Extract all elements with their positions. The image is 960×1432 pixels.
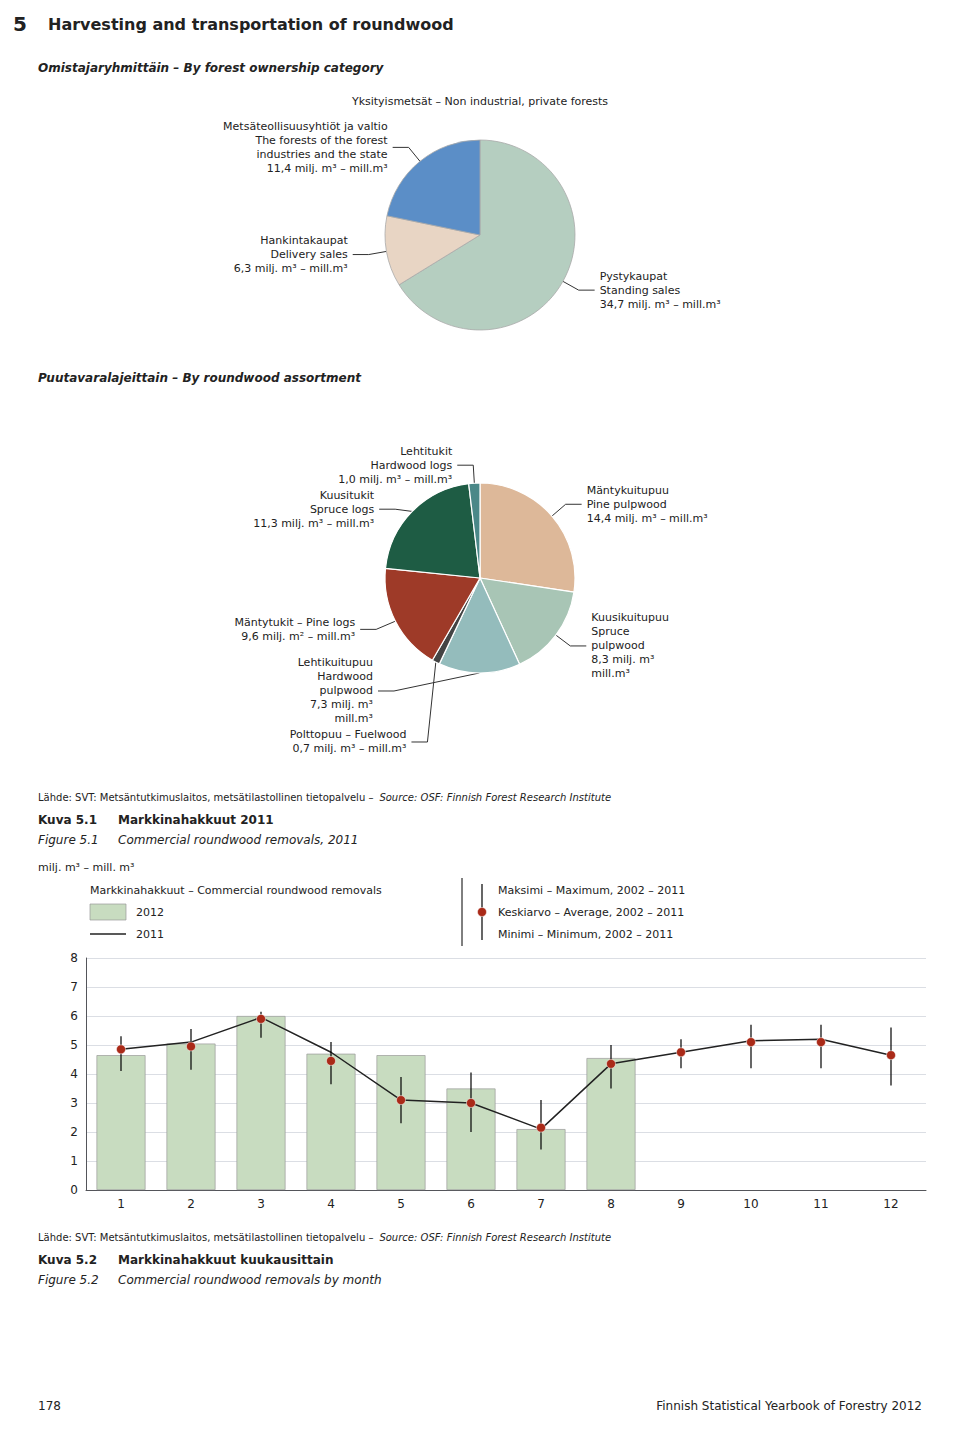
svg-text:0,7 milj. m³ – mill.m³: 0,7 milj. m³ – mill.m³	[292, 742, 406, 755]
svg-text:1: 1	[117, 1197, 125, 1211]
svg-text:Spruce logs: Spruce logs	[310, 503, 375, 516]
svg-text:11,4 milj. m³ – mill.m³: 11,4 milj. m³ – mill.m³	[267, 162, 388, 175]
svg-text:4: 4	[70, 1067, 78, 1081]
svg-text:Commercial roundwood removals: Commercial roundwood removals by month	[118, 1273, 382, 1287]
svg-text:1: 1	[70, 1154, 78, 1168]
svg-text:Lehtikuitupuu: Lehtikuitupuu	[298, 656, 373, 669]
svg-text:Omistajaryhmittäin – By forest: Omistajaryhmittäin – By forest ownership…	[38, 61, 385, 75]
svg-text:5: 5	[70, 1038, 78, 1052]
svg-text:milj. m³ – mill. m³: milj. m³ – mill. m³	[38, 861, 135, 874]
svg-text:Source: OSF: Finnish Forest Re: Source: OSF: Finnish Forest Research Ins…	[379, 792, 611, 803]
svg-text:Mäntytukit – Pine logs: Mäntytukit – Pine logs	[234, 616, 355, 629]
svg-text:Lähde: SVT: Metsäntutkimuslait: Lähde: SVT: Metsäntutkimuslaitos, metsät…	[38, 792, 373, 803]
svg-text:10: 10	[743, 1197, 758, 1211]
svg-text:7,3 milj. m³: 7,3 milj. m³	[310, 698, 373, 711]
svg-text:5: 5	[397, 1197, 405, 1211]
svg-text:9,6 milj. m² – mill.m³: 9,6 milj. m² – mill.m³	[241, 630, 355, 643]
svg-text:3: 3	[257, 1197, 265, 1211]
svg-text:Keskiarvo – Average, 2002 – 20: Keskiarvo – Average, 2002 – 2011	[498, 906, 684, 919]
svg-text:12: 12	[883, 1197, 898, 1211]
svg-text:0: 0	[70, 1183, 78, 1197]
svg-text:Lähde: SVT: Metsäntutkimuslait: Lähde: SVT: Metsäntutkimuslaitos, metsät…	[38, 1232, 373, 1243]
svg-text:Puutavaralajeittain – By round: Puutavaralajeittain – By roundwood assor…	[38, 371, 362, 385]
svg-text:Markkinahakkuut kuukausittain: Markkinahakkuut kuukausittain	[118, 1253, 333, 1267]
svg-text:4: 4	[327, 1197, 335, 1211]
svg-text:Lehtitukit: Lehtitukit	[400, 445, 453, 458]
svg-text:7: 7	[537, 1197, 545, 1211]
svg-text:Kuusikuitupuu: Kuusikuitupuu	[591, 611, 669, 624]
svg-text:Hankintakaupat: Hankintakaupat	[260, 234, 348, 247]
svg-text:Kuva 5.1: Kuva 5.1	[38, 813, 97, 827]
svg-text:Standing sales: Standing sales	[600, 284, 681, 297]
svg-text:Markkinahakkuut 2011: Markkinahakkuut 2011	[118, 813, 274, 827]
svg-text:Figure 5.2: Figure 5.2	[38, 1273, 99, 1287]
svg-text:Delivery sales: Delivery sales	[271, 248, 348, 261]
svg-text:6: 6	[467, 1197, 475, 1211]
svg-text:Hardwood logs: Hardwood logs	[370, 459, 452, 472]
svg-text:7: 7	[70, 980, 78, 994]
svg-text:Markkinahakkuut – Commercial r: Markkinahakkuut – Commercial roundwood r…	[90, 884, 382, 897]
svg-text:Source: OSF: Finnish Forest Re: Source: OSF: Finnish Forest Research Ins…	[379, 1232, 611, 1243]
svg-text:8: 8	[70, 951, 78, 965]
svg-text:Finnish Statistical Yearbook o: Finnish Statistical Yearbook of Forestry…	[656, 1399, 922, 1413]
svg-text:industries and the state: industries and the state	[256, 148, 387, 161]
svg-text:34,7 milj. m³ – mill.m³: 34,7 milj. m³ – mill.m³	[600, 298, 721, 311]
svg-text:11: 11	[813, 1197, 828, 1211]
svg-text:11,3 milj. m³ – mill.m³: 11,3 milj. m³ – mill.m³	[253, 517, 374, 530]
svg-text:2: 2	[187, 1197, 195, 1211]
svg-text:8,3 milj. m³: 8,3 milj. m³	[591, 653, 654, 666]
svg-text:Maksimi – Maximum, 2002 – 2011: Maksimi – Maximum, 2002 – 2011	[498, 884, 685, 897]
svg-text:Kuva 5.2: Kuva 5.2	[38, 1253, 97, 1267]
svg-text:5: 5	[13, 12, 27, 36]
svg-text:The forests of the forest: The forests of the forest	[254, 134, 388, 147]
svg-text:6: 6	[70, 1009, 78, 1023]
svg-text:9: 9	[677, 1197, 685, 1211]
svg-text:mill.m³: mill.m³	[591, 667, 630, 680]
svg-text:Mäntykuitupuu: Mäntykuitupuu	[587, 484, 669, 497]
svg-text:Polttopuu – Fuelwood: Polttopuu – Fuelwood	[290, 728, 407, 741]
svg-text:Figure 5.1: Figure 5.1	[38, 833, 99, 847]
svg-text:14,4 milj. m³ – mill.m³: 14,4 milj. m³ – mill.m³	[587, 512, 708, 525]
svg-text:pulpwood: pulpwood	[320, 684, 373, 697]
svg-text:mill.m³: mill.m³	[334, 712, 373, 725]
svg-text:Metsäteollisuusyhtiöt ja valti: Metsäteollisuusyhtiöt ja valtio	[223, 120, 388, 133]
svg-text:8: 8	[607, 1197, 615, 1211]
svg-text:Yksityismetsät – Non industria: Yksityismetsät – Non industrial, private…	[351, 95, 608, 108]
svg-text:Commercial roundwood removals,: Commercial roundwood removals, 2011	[118, 833, 358, 847]
svg-text:2: 2	[70, 1125, 78, 1139]
svg-text:Pine pulpwood: Pine pulpwood	[587, 498, 667, 511]
svg-text:178: 178	[38, 1399, 61, 1413]
svg-text:6,3 milj. m³ – mill.m³: 6,3 milj. m³ – mill.m³	[234, 262, 348, 275]
svg-text:Harvesting and transportation: Harvesting and transportation of roundwo…	[48, 15, 454, 34]
svg-text:2012: 2012	[136, 906, 164, 919]
svg-text:pulpwood: pulpwood	[591, 639, 644, 652]
svg-text:Pystykaupat: Pystykaupat	[600, 270, 668, 283]
svg-text:1,0 milj. m³ – mill.m³: 1,0 milj. m³ – mill.m³	[338, 473, 452, 486]
svg-text:Minimi – Minimum, 2002 – 2011: Minimi – Minimum, 2002 – 2011	[498, 928, 673, 941]
svg-text:Kuusitukit: Kuusitukit	[320, 489, 375, 502]
svg-text:3: 3	[70, 1096, 78, 1110]
svg-text:Hardwood: Hardwood	[317, 670, 373, 683]
svg-text:2011: 2011	[136, 928, 164, 941]
svg-text:Spruce: Spruce	[591, 625, 630, 638]
